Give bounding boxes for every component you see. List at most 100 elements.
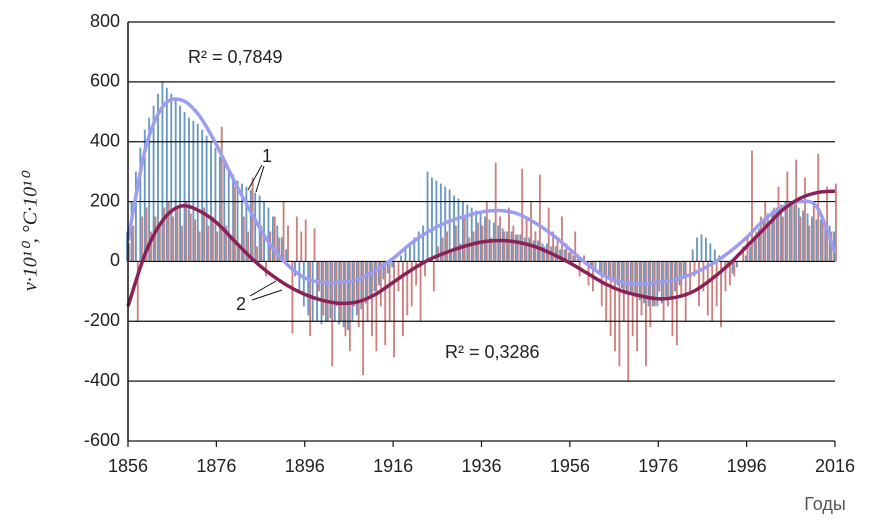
bar [811,216,813,262]
bar [784,201,787,262]
bar [786,171,789,262]
annotation: R² = 0,7849 [188,47,283,67]
bar [307,261,310,316]
x-tick-label: 1996 [727,456,767,476]
bar [220,126,223,262]
bar [523,237,526,262]
bar [165,87,168,262]
bar [565,243,568,262]
y-tick-label: 200 [90,190,120,210]
x-tick-label: 1956 [550,456,590,476]
bar [454,225,457,262]
bar [386,261,389,274]
bar [605,261,608,322]
bar [309,261,312,337]
bar [251,177,254,262]
bar [391,261,394,268]
bar [316,261,319,322]
bar [136,261,139,322]
bar [795,159,798,262]
curve-label: 2 [236,294,246,314]
bar [735,261,738,268]
bar [607,261,610,280]
bar [781,216,784,262]
bar [450,252,453,262]
bar [225,225,228,262]
bar [157,93,159,262]
bar [227,171,230,262]
bar [344,261,347,337]
bar [216,231,219,262]
y-tick-label: -400 [84,370,120,390]
bar [174,99,177,262]
bar [762,219,765,262]
bar [331,261,334,367]
bar [432,261,435,292]
bar [347,261,349,331]
bar [563,249,566,262]
bar [777,186,780,262]
bar [128,243,130,262]
bar [249,189,252,262]
bar [364,261,367,304]
y-tick-label: 0 [110,250,120,270]
bar [715,261,718,307]
bar [234,186,236,262]
bar [375,261,378,352]
bar [214,147,217,262]
bar [731,261,734,274]
bar [468,237,471,262]
bar [525,216,528,262]
bar [574,231,577,262]
bar [263,201,265,262]
bar [552,231,555,262]
bar [254,192,257,262]
x-tick-label: 1896 [285,456,325,476]
bar [229,237,232,262]
bar [256,246,258,262]
bar [475,210,478,262]
bar [532,240,535,262]
y-tick-label: 800 [90,11,120,31]
bar [479,213,482,262]
bar [271,216,274,262]
bar [780,204,782,262]
bar [176,207,179,262]
bar [484,216,486,262]
bar [709,243,712,262]
bar [634,261,637,298]
bar [508,207,510,262]
bar [603,261,606,277]
bar [242,216,245,262]
bar [470,207,473,262]
bar [189,213,192,262]
bar [733,261,736,277]
bar [572,255,575,262]
bar [401,261,404,337]
bar [662,261,665,322]
bar [528,237,531,262]
bar [276,225,279,262]
bar [413,237,416,262]
bar [300,231,303,262]
bar [273,216,276,262]
bar [148,117,151,262]
bar [561,216,563,262]
bar [638,261,641,301]
bar [759,216,762,262]
bar [194,219,197,262]
leader-line [247,164,263,191]
bar [594,261,597,271]
bar [373,261,376,292]
bar [713,249,716,262]
bar [702,261,705,292]
bar [384,261,387,346]
bar [698,261,700,307]
x-tick-label: 1856 [108,456,148,476]
bar [287,225,289,262]
bar [313,228,316,262]
leader-line [251,289,283,301]
bar [232,174,235,262]
bar [294,261,296,277]
bar [324,261,327,322]
